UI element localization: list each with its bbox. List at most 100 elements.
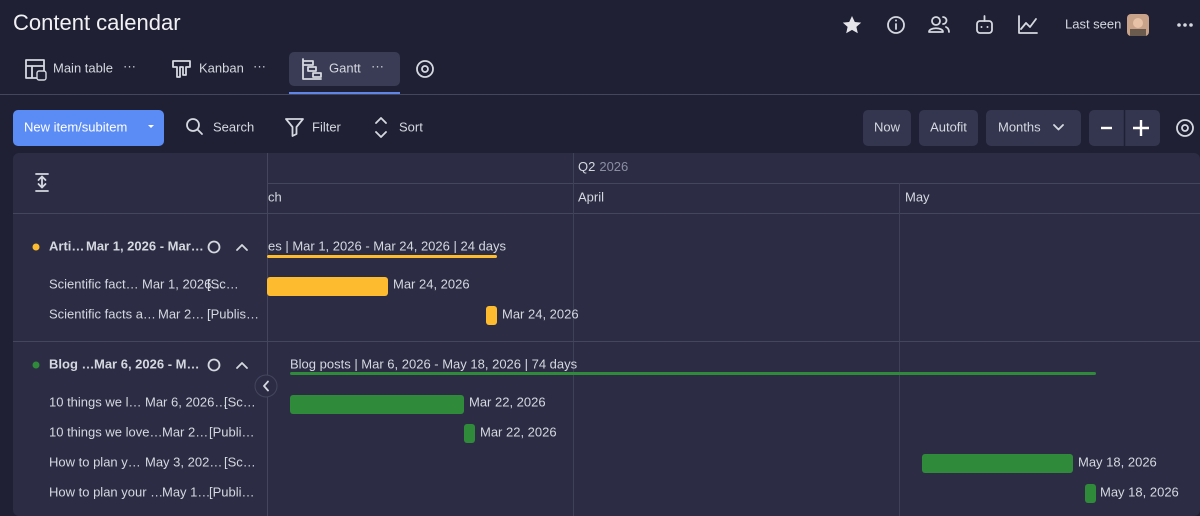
item-bar[interactable]: [464, 424, 475, 443]
group-articles: Arti… Mar 1, 2026 - Mar… Scientific fact…: [32, 238, 579, 325]
view-settings[interactable]: [416, 60, 434, 78]
kanban-icon: [172, 60, 191, 78]
board-title: Content calendar: [13, 10, 181, 35]
item-bar[interactable]: [290, 395, 464, 414]
month-label: April: [578, 189, 604, 204]
new-item-button[interactable]: New item/subitem: [13, 110, 164, 146]
bar-label: May 18, 2026: [1100, 484, 1179, 499]
gantt-settings[interactable]: [1176, 119, 1194, 137]
robot-eye: [986, 26, 989, 28]
now-button[interactable]: Now: [863, 110, 911, 146]
tab-underline: [289, 92, 400, 94]
group-color-dot: [32, 361, 40, 369]
button-label: New item/subitem: [24, 119, 127, 134]
dot: [1189, 23, 1193, 27]
group-dates: Mar 6, 2026 - M…: [94, 356, 200, 371]
dropdown-chevron: [1053, 124, 1064, 131]
group-color-dot: [32, 243, 40, 251]
button-bg: [13, 110, 164, 146]
dot: [1183, 23, 1187, 27]
collapse-caret[interactable]: [236, 362, 248, 369]
header-icons[interactable]: [842, 15, 1038, 34]
item-status: [Sc…: [207, 276, 239, 291]
item-name[interactable]: Scientific fact…: [49, 276, 139, 291]
collapse-caret[interactable]: [236, 244, 248, 251]
filter-label: Filter: [312, 119, 342, 134]
tab-menu[interactable]: ···: [253, 58, 266, 73]
dot: [1177, 23, 1181, 27]
group-summary: Blog posts | Mar 6, 2026 - May 18, 2026 …: [290, 356, 578, 371]
sort-label: Sort: [399, 119, 423, 134]
group-name[interactable]: Arti…: [49, 238, 84, 253]
item-name[interactable]: How to plan y…: [49, 454, 141, 469]
automation-icon[interactable]: [976, 15, 993, 34]
item-status: [Publi…: [209, 424, 255, 439]
favorite-icon[interactable]: [842, 16, 862, 34]
button-caret[interactable]: [148, 125, 154, 128]
tab-main-table[interactable]: Main table ···: [25, 58, 136, 81]
gear-outer: [416, 60, 434, 78]
sort-icon: [375, 117, 387, 138]
button-bg: [863, 110, 911, 146]
quarter-year: 2026: [599, 159, 628, 174]
item-date: May 1…: [162, 484, 210, 499]
tab-gantt[interactable]: Gantt ···: [289, 52, 400, 94]
group-name[interactable]: Blog …: [49, 356, 95, 371]
item-bar[interactable]: [1085, 484, 1096, 503]
filter-button[interactable]: Filter: [285, 118, 342, 137]
gantt-panel: Q2 2026 ch April May: [13, 153, 1200, 516]
info-icon[interactable]: [207, 358, 221, 372]
info-icon[interactable]: [207, 240, 221, 254]
bar-label: Mar 22, 2026: [480, 424, 557, 439]
button-circle: [254, 374, 278, 398]
scale-dropdown[interactable]: Months: [986, 110, 1081, 146]
group-span-line: [290, 372, 1096, 375]
gear-inner: [421, 65, 429, 73]
members-icon[interactable]: [928, 16, 950, 33]
bar-label: Mar 24, 2026: [393, 276, 470, 291]
tab-kanban[interactable]: Kanban ···: [172, 58, 266, 78]
tab-menu[interactable]: ···: [371, 58, 384, 73]
avatar-shirt: [1130, 29, 1146, 36]
activity-icon[interactable]: [1018, 15, 1038, 34]
button-label: Months: [998, 119, 1041, 134]
zoom-in[interactable]: [1133, 120, 1149, 136]
group-span-line: [267, 255, 497, 258]
quarter-label: Q2 2026: [578, 159, 628, 174]
item-status: [Publi…: [209, 484, 255, 499]
avatar[interactable]: [1127, 14, 1149, 36]
tab-label: Main table: [53, 60, 113, 75]
item-name[interactable]: How to plan your …: [49, 484, 163, 499]
item-name[interactable]: Scientific facts a…: [49, 306, 156, 321]
gear-inner: [1181, 124, 1189, 132]
more-menu[interactable]: [1177, 23, 1193, 27]
info-icon[interactable]: [887, 16, 905, 34]
item-bar[interactable]: [922, 454, 1073, 473]
tab-menu[interactable]: ···: [123, 58, 136, 73]
button-chevron: [263, 380, 269, 392]
item-bar[interactable]: [267, 277, 388, 296]
last-seen-label[interactable]: Last seen: [1065, 16, 1121, 31]
item-name[interactable]: 10 things we love…: [49, 424, 162, 439]
search-button[interactable]: Search: [186, 118, 254, 135]
button-label: Autofit: [930, 119, 967, 134]
members-second: [942, 16, 950, 33]
item-name[interactable]: 10 things we l…: [49, 394, 142, 409]
month-label: ch: [268, 189, 282, 204]
item-date: May 3, 202…: [145, 454, 222, 469]
item-bar[interactable]: [486, 306, 497, 325]
tab-label: Gantt: [329, 60, 361, 75]
collapse-panel-button[interactable]: [254, 374, 278, 398]
sort-button[interactable]: Sort: [375, 117, 423, 138]
bar-label: Mar 24, 2026: [502, 306, 579, 321]
members-head: [931, 16, 941, 26]
item-date: Mar 1, 2026…: [142, 276, 224, 291]
autofit-button[interactable]: Autofit: [919, 110, 978, 146]
gear-outer: [1176, 119, 1194, 137]
item-date: Mar 6, 2026…: [145, 394, 227, 409]
expand-all-icon[interactable]: [35, 173, 49, 192]
search-icon-handle: [196, 128, 203, 135]
robot-eye: [980, 26, 983, 28]
home-badge: [36, 70, 47, 81]
